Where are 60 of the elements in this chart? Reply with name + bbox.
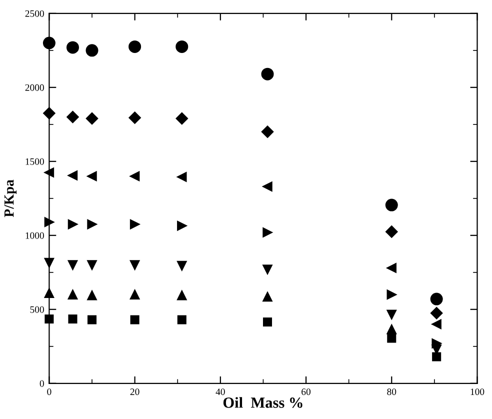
point xyxy=(262,182,272,192)
point xyxy=(262,228,272,238)
point xyxy=(130,290,140,300)
point xyxy=(177,172,187,182)
point xyxy=(177,220,187,231)
point xyxy=(386,324,396,334)
point xyxy=(87,260,97,270)
point xyxy=(386,310,396,320)
point xyxy=(130,219,140,230)
point xyxy=(386,226,398,238)
point xyxy=(68,290,78,300)
point xyxy=(87,219,97,230)
point xyxy=(386,263,396,273)
point xyxy=(262,317,272,326)
point xyxy=(130,260,140,270)
point xyxy=(261,68,274,80)
y-tick-label: 2500 xyxy=(25,10,44,17)
point xyxy=(87,290,97,300)
y-tick-label: 1000 xyxy=(26,232,44,239)
x-axis-title: Oil Mass % xyxy=(223,397,302,408)
point xyxy=(176,40,188,53)
point xyxy=(87,171,97,182)
point xyxy=(432,319,442,330)
y-tick-label: 0 xyxy=(40,380,44,387)
point xyxy=(432,352,442,362)
point xyxy=(68,260,78,270)
point xyxy=(130,171,140,182)
x-tick-label: 40 xyxy=(216,388,225,396)
point xyxy=(387,334,396,343)
y-tick-label: 1500 xyxy=(26,158,44,165)
y-tick-label: 2000 xyxy=(25,84,44,91)
point xyxy=(128,40,142,53)
point xyxy=(262,264,272,274)
point xyxy=(262,292,272,302)
x-tick-label: 100 xyxy=(470,388,484,396)
point xyxy=(177,315,186,324)
x-tick-label: 0 xyxy=(47,388,52,396)
point xyxy=(66,41,79,54)
point xyxy=(87,315,97,324)
x-tick-label: 60 xyxy=(302,388,311,396)
point xyxy=(86,44,98,57)
x-tick-label: 80 xyxy=(387,388,396,396)
point xyxy=(386,290,396,300)
point xyxy=(385,198,398,212)
y-axis-title: P/Kpa xyxy=(4,180,17,218)
point xyxy=(68,314,78,324)
point xyxy=(66,110,79,124)
point xyxy=(177,290,187,300)
point xyxy=(86,112,98,125)
point xyxy=(430,292,443,306)
x-tick-label: 20 xyxy=(130,388,140,396)
point xyxy=(261,126,274,138)
point xyxy=(68,219,78,230)
point xyxy=(68,170,78,180)
point xyxy=(128,112,141,124)
point xyxy=(130,315,140,324)
point xyxy=(430,306,443,320)
y-tick-label: 500 xyxy=(30,306,44,313)
point xyxy=(176,112,188,125)
point xyxy=(177,260,187,271)
